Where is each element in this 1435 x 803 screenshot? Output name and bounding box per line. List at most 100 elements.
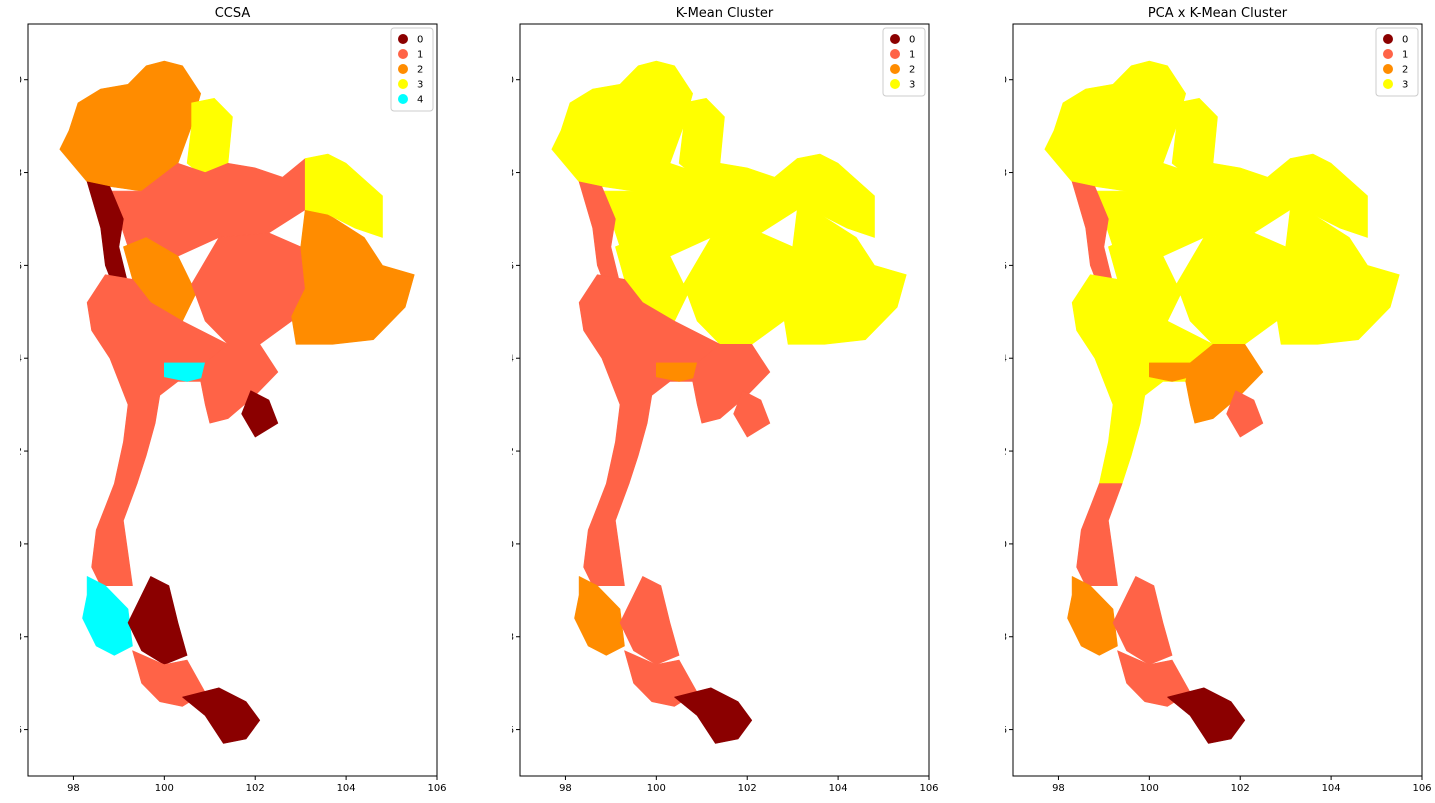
y-tick-label: 8 [20,632,22,643]
legend-label: 3 [1402,80,1408,91]
axes-frame [1012,23,1423,777]
region-deep-south [182,687,261,744]
legend-marker [1383,64,1393,74]
legend-label: 4 [417,95,423,106]
legend: 0 1 2 3 4 [390,27,434,112]
region-south-west [82,576,133,656]
legend-label: 2 [909,65,915,76]
map-panel-ccsa: CCSA981001021041066810121416182001234 [9,0,460,799]
y-tick-label: 18 [20,168,22,179]
legend-label: 0 [1402,35,1408,46]
region-eastern [200,343,279,424]
y-tick-label: 14 [20,354,22,365]
thailand-map [1044,60,1400,744]
x-tick-label: 98 [67,783,80,794]
map-panel-pca-kmean: PCA x K-Mean Cluster98100102104106681012… [994,0,1435,799]
y-tick-label: 18 [512,168,514,179]
legend-marker [1383,34,1393,44]
x-tick-label: 104 [829,783,848,794]
map-panel-kmean: K-Mean Cluster98100102104106681012141618… [501,0,952,799]
x-tick-label: 98 [559,783,572,794]
y-tick-label: 20 [512,75,514,86]
region-south-west [1067,576,1118,656]
thailand-map [59,60,415,744]
y-tick-label: 16 [20,261,22,272]
legend: 0 1 2 3 [882,27,926,97]
region-south-east [619,576,680,665]
y-tick-label: 6 [1005,725,1007,736]
legend-label: 1 [1402,50,1408,61]
y-tick-label: 12 [20,447,22,458]
region-deep-south [1167,687,1246,744]
y-tick-label: 8 [1005,632,1007,643]
region-central [1071,274,1214,484]
legend-marker [398,64,408,74]
y-tick-label: 14 [1005,354,1007,365]
region-south-west [574,576,625,656]
legend-marker [890,49,900,59]
legend-label: 0 [417,35,423,46]
x-tick-label: 102 [1231,783,1250,794]
y-tick-label: 6 [512,725,514,736]
region-deep-south [674,687,753,744]
legend-marker [1383,79,1393,89]
legend-label: 3 [417,80,423,91]
y-tick-label: 18 [1005,168,1007,179]
legend: 0 1 2 3 [1375,27,1419,97]
thailand-map [551,60,907,744]
map-svg: PCA x K-Mean Cluster98100102104106681012… [994,6,1431,794]
y-tick-label: 20 [1005,75,1007,86]
region-south-east [1112,576,1173,665]
x-tick-label: 102 [246,783,265,794]
y-tick-label: 12 [1005,447,1007,458]
legend-marker [890,64,900,74]
legend-marker [398,79,408,89]
legend-marker [398,49,408,59]
axes-frame [27,23,438,777]
y-tick-label: 14 [512,354,514,365]
x-tick-label: 104 [1322,783,1341,794]
region-northeast [1176,232,1291,345]
x-tick-label: 100 [155,783,174,794]
x-tick-label: 106 [427,783,446,794]
legend-label: 1 [417,50,423,61]
region-bangkok [164,362,206,382]
region-chanthaburi [241,390,279,438]
x-tick-label: 106 [919,783,938,794]
x-tick-label: 106 [1412,783,1431,794]
region-far-north [551,60,693,192]
legend-label: 0 [909,35,915,46]
map-svg: CCSA981001021041066810121416182001234 [9,6,446,794]
x-tick-label: 98 [1052,783,1065,794]
y-tick-label: 6 [20,725,22,736]
region-northeast [683,232,798,345]
legend-marker [1383,49,1393,59]
region-south-east [127,576,188,665]
region-south-upper [1076,483,1123,587]
map-title: PCA x K-Mean Cluster [1148,6,1288,21]
axes-frame [519,23,930,777]
legend-label: 2 [417,65,423,76]
region-chanthaburi [1226,390,1264,438]
region-east-isan [291,209,415,345]
legend-marker [890,79,900,89]
region-eastern [1185,343,1264,424]
region-far-north [59,60,201,192]
region-far-east [1289,153,1368,238]
y-tick-label: 12 [512,447,514,458]
legend-label: 2 [1402,65,1408,76]
legend-marker [398,94,408,104]
map-title: CCSA [215,6,251,21]
x-tick-label: 100 [1140,783,1159,794]
y-tick-label: 16 [1005,261,1007,272]
y-tick-label: 20 [20,75,22,86]
legend-marker [890,34,900,44]
y-tick-label: 10 [1005,539,1007,550]
region-east-isan [1276,209,1400,345]
y-tick-label: 16 [512,261,514,272]
y-tick-label: 10 [512,539,514,550]
legend-label: 3 [909,80,915,91]
x-tick-label: 102 [738,783,757,794]
region-far-east [304,153,383,238]
region-central [86,274,229,484]
